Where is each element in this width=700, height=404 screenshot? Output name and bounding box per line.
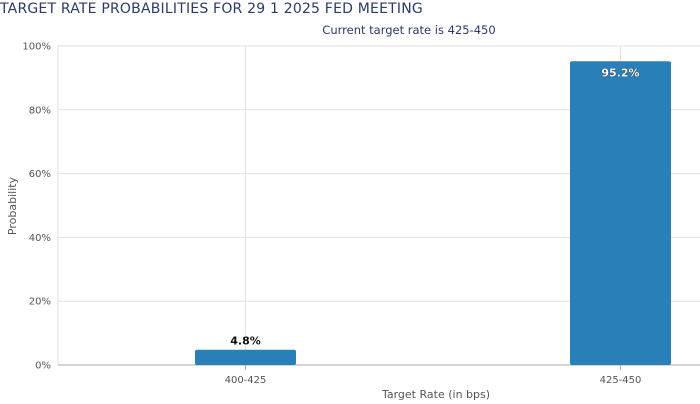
chart-title: TARGET RATE PROBABILITIES FOR 29 1 2025 … <box>0 1 423 17</box>
y-tick-label: 100% <box>22 42 51 53</box>
x-tick-label: 400-425 <box>225 375 267 386</box>
x-axis-label: Target Rate (in bps) <box>381 388 490 401</box>
bar-400-425 <box>195 349 296 365</box>
y-tick-label: 20% <box>29 297 51 308</box>
y-tick-label: 80% <box>29 105 51 116</box>
y-axis-label: Probability <box>6 176 19 235</box>
y-tick-label: 0% <box>35 361 51 372</box>
y-tick-label: 40% <box>29 233 51 244</box>
x-tick-label: 425-450 <box>600 375 642 386</box>
data-label-400-425: 4.8% <box>230 335 261 348</box>
data-labels: 4.8% 95.2% <box>229 66 640 349</box>
y-tick-label: 60% <box>29 169 51 180</box>
bar-series <box>195 61 671 365</box>
chart-subtitle: Current target rate is 425-450 <box>322 23 496 37</box>
axis-ticks: 0% 20% 40% 60% 80% 100% 400-425 425-450 <box>22 42 641 387</box>
bar-425-450 <box>570 61 671 365</box>
data-label-425-450: 95.2% <box>601 66 639 79</box>
